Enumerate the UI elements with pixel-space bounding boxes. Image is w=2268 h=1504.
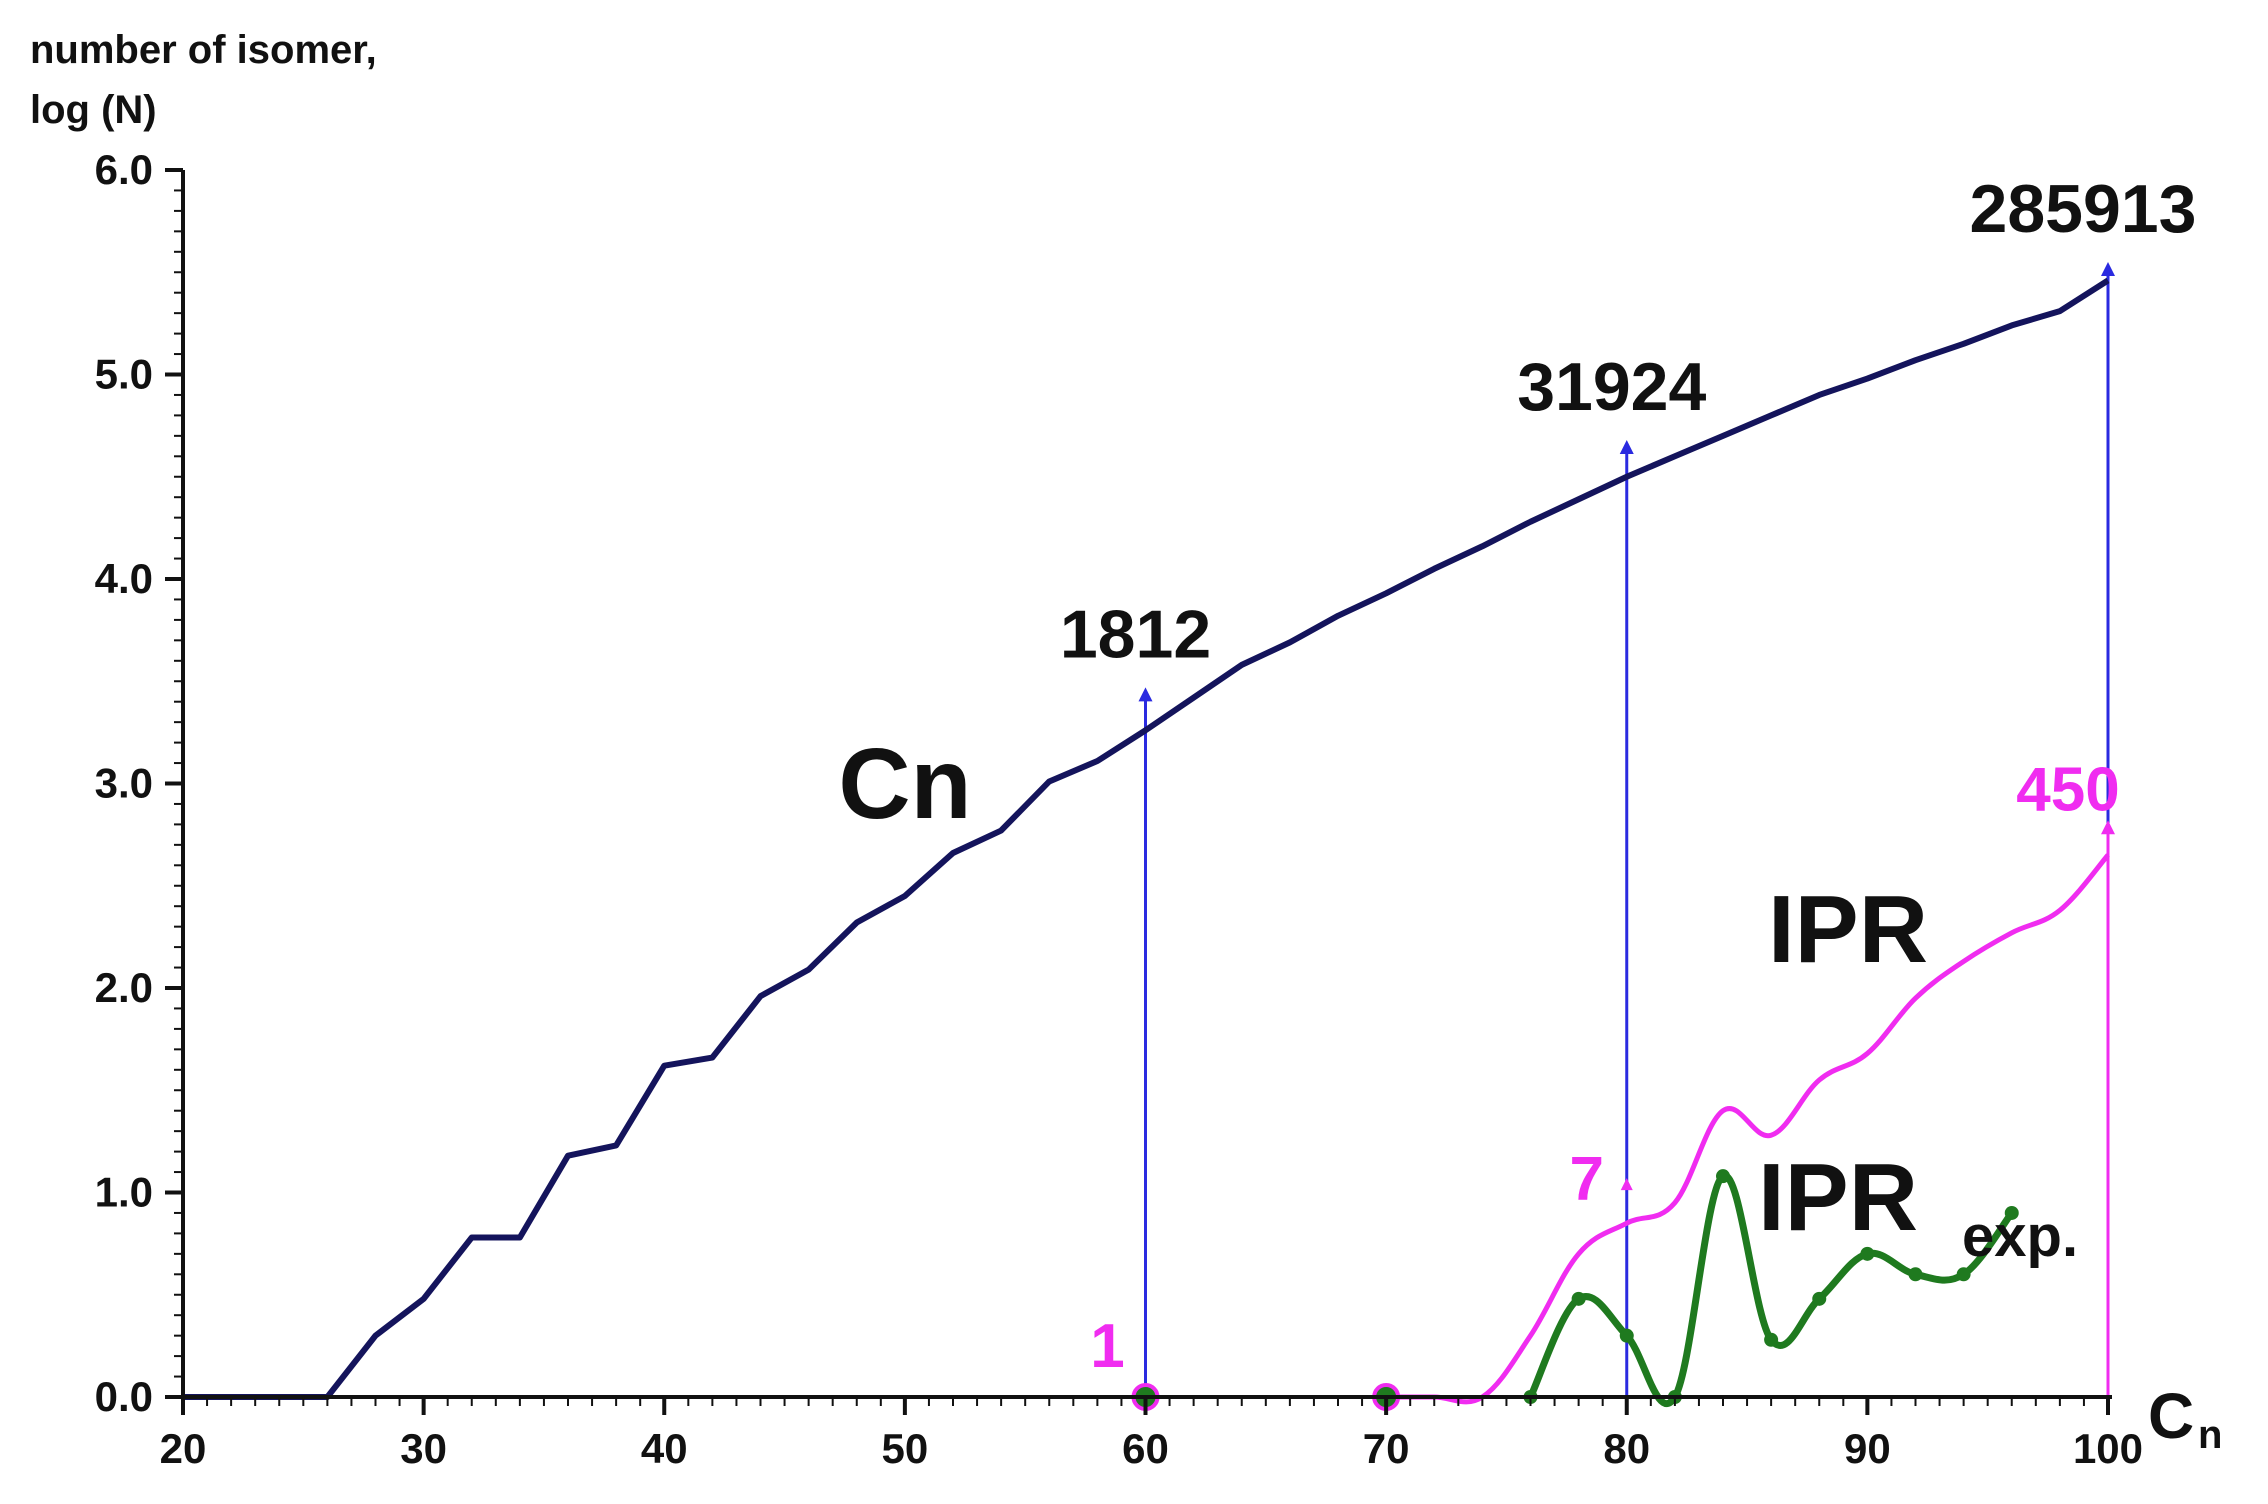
x-tick-label: 60 — [1122, 1425, 1169, 1472]
series-ipr-exp-point — [2004, 1205, 2019, 1220]
series-label-ipr-exp-subscript: exp. — [1962, 1204, 2078, 1269]
y-tick-label: 5.0 — [95, 351, 153, 398]
x-tick-label: 40 — [641, 1425, 688, 1472]
series-cn-line — [183, 277, 2110, 1400]
y-tick-label: 3.0 — [95, 760, 153, 807]
y-tick-label: 6.0 — [95, 146, 153, 193]
y-tick-label: 4.0 — [95, 555, 153, 602]
series-label-ipr-exp: IPR — [1758, 1144, 1918, 1251]
series-ipr-exp-point — [1619, 1328, 1634, 1343]
arrow-head — [1138, 687, 1153, 702]
y-tick-label: 0.0 — [95, 1373, 153, 1420]
series-ipr-exp-point — [1571, 1291, 1586, 1306]
x-tick-label: 20 — [160, 1425, 207, 1472]
x-tick-label: 100 — [2073, 1425, 2143, 1472]
arrow-head — [1619, 439, 1634, 454]
data-label: 1 — [1090, 1312, 1124, 1381]
data-label: 31924 — [1517, 349, 1706, 425]
y-axis-label-line1: number of isomer, — [30, 28, 377, 72]
x-axis-label-subscript: n — [2198, 1413, 2222, 1457]
series-ipr-exp-point — [1908, 1267, 1923, 1282]
series-label-ipr: IPR — [1768, 876, 1928, 983]
series-ipr-exp-point — [1812, 1291, 1827, 1306]
data-label: 450 — [2016, 755, 2119, 824]
series-label-cn: Cn — [838, 728, 971, 840]
x-tick-label: 90 — [1844, 1425, 1891, 1472]
series-ipr-exp-point — [1860, 1246, 1875, 1261]
data-label: 285913 — [1970, 171, 2197, 247]
series-ipr-line — [1386, 853, 2110, 1405]
arrow-head — [2101, 262, 2115, 277]
y-tick-label: 1.0 — [95, 1169, 153, 1216]
x-tick-label: 50 — [882, 1425, 929, 1472]
ipr-arrow-head — [2101, 820, 2115, 835]
y-tick-label: 2.0 — [95, 964, 153, 1011]
series-ipr-exp-point — [1716, 1169, 1730, 1184]
ipr-arrow-head-80 — [1620, 1178, 1633, 1191]
data-label: 1812 — [1060, 596, 1211, 672]
x-tick-label: 80 — [1603, 1425, 1650, 1472]
series-ipr-exp-point — [1764, 1332, 1779, 1347]
series-ipr-exp-point — [1956, 1267, 1971, 1282]
x-tick-label: 30 — [400, 1425, 447, 1472]
x-axis-label: C — [2148, 1380, 2194, 1452]
x-tick-label: 70 — [1363, 1425, 1410, 1472]
data-label: 7 — [1570, 1145, 1604, 1214]
y-axis-label-line2: log (N) — [30, 88, 157, 132]
